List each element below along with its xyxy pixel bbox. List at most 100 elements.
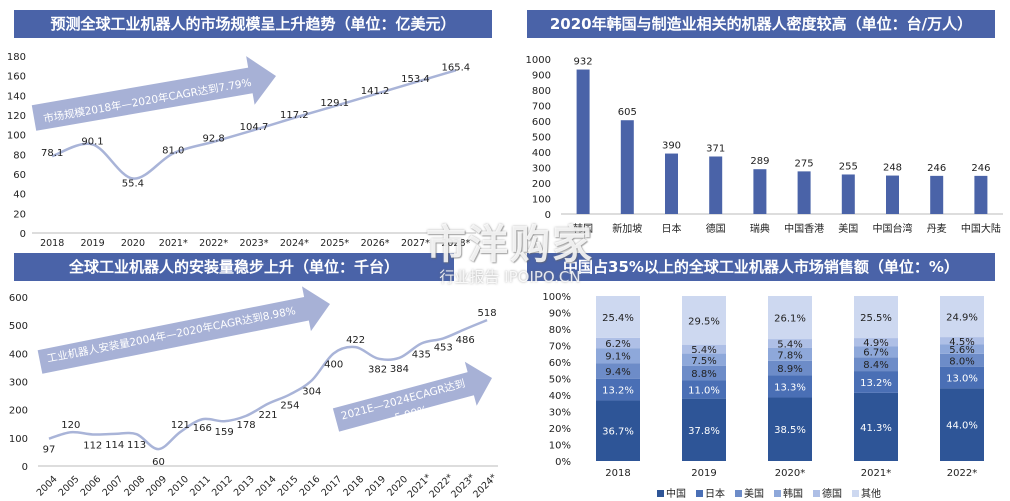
data-label: 114 — [105, 440, 124, 451]
stack-segment — [768, 375, 812, 398]
data-label: 371 — [706, 143, 725, 154]
x-tick-label: 韩国 — [573, 222, 593, 235]
data-label: 7.5% — [691, 356, 716, 367]
legend-label: 日本 — [705, 487, 725, 500]
x-tick-label: 2024* — [471, 472, 499, 500]
legend-swatch — [657, 490, 664, 497]
data-label: 932 — [574, 57, 593, 68]
stack-segment — [682, 380, 726, 399]
installations-title: 全球工业机器人的安装量稳步上升（单位：千台） — [14, 253, 454, 281]
y-tick-label: 100 — [7, 131, 26, 142]
x-tick-label: 2014 — [254, 474, 279, 499]
growth-arrow-forecast — [332, 361, 492, 432]
data-label: 117.2 — [280, 110, 309, 121]
sales-share-title: 中国占35%以上的全球工业机器人市场销售额（单位：%） — [527, 253, 995, 281]
robot-density-chart: 0 100 200 300 400 500 600 700 800 900 1000 932 韩国 605… — [526, 55, 1003, 235]
density-bar — [753, 169, 767, 214]
data-label: 165.4 — [441, 62, 470, 73]
y-tick-label: 200 — [9, 406, 28, 417]
y-tick-label: 500 — [532, 133, 551, 144]
data-label: 104.7 — [240, 122, 269, 133]
x-tick-label: 美国 — [838, 222, 858, 235]
stack-segment — [768, 397, 812, 461]
data-label: 7.8% — [777, 350, 802, 361]
density-bar — [886, 175, 899, 214]
data-label: 92.8 — [203, 134, 225, 145]
data-label: 166 — [193, 423, 212, 434]
x-tick-label: 瑞典 — [750, 222, 770, 235]
stack-segment — [854, 338, 898, 347]
market-size-panel: 预测全球工业机器人的市场规模呈上升趋势（单位：亿美元） 0 20 40 60 80 100… — [0, 0, 500, 250]
data-label: 37.8% — [688, 426, 720, 437]
y-tick-label: 600 — [532, 117, 551, 128]
legend-swatch — [696, 490, 703, 497]
legend-label: 其他 — [861, 487, 881, 500]
stack-segment — [596, 378, 640, 401]
data-label: 11.0% — [688, 386, 720, 397]
data-label: 246 — [971, 163, 990, 174]
data-label: 248 — [883, 163, 902, 174]
data-label: 41.3% — [860, 423, 892, 434]
stack-segment — [854, 371, 898, 393]
x-tick-label: 2028* — [441, 238, 470, 249]
data-label: 13.0% — [946, 374, 978, 385]
y-tick-label: 1000 — [526, 55, 551, 66]
density-bar — [576, 69, 590, 214]
stack-segment — [768, 296, 812, 340]
stack-segment — [940, 344, 984, 354]
x-tick-label: 2025* — [320, 238, 349, 249]
data-label: 55.4 — [122, 179, 144, 190]
data-label: 81.0 — [162, 145, 184, 156]
x-tick-label: 2010 — [166, 474, 191, 499]
y-tick-label: 300 — [532, 164, 551, 175]
data-label: 120 — [61, 420, 80, 431]
data-label: 97 — [43, 445, 56, 456]
y-tick-label: 0% — [555, 457, 571, 468]
density-bar — [841, 174, 855, 214]
stack-segment — [596, 337, 640, 349]
x-tick-label: 日本 — [662, 222, 682, 235]
y-tick-label: 60 — [13, 170, 26, 181]
y-tick-label: 60% — [549, 358, 571, 369]
stack-segment — [768, 347, 812, 361]
stack-segment — [940, 388, 984, 461]
stack-segment — [768, 360, 812, 376]
data-label: 29.5% — [688, 316, 720, 327]
data-label: 4.9% — [863, 338, 888, 349]
data-label: 9.4% — [605, 367, 630, 378]
x-tick-label: 中国大陆 — [961, 222, 1001, 235]
stack-segment — [596, 363, 640, 379]
data-label: 78.1 — [41, 148, 63, 159]
installations-line — [48, 318, 488, 451]
data-label: 5.6% — [949, 345, 974, 356]
y-tick-label: 0 — [545, 210, 551, 221]
stack-segment — [854, 346, 898, 358]
stack-segment — [596, 400, 640, 461]
x-tick-label: 2018 — [341, 474, 366, 499]
data-label: 9.1% — [605, 352, 630, 363]
data-label: 24.9% — [946, 313, 978, 324]
density-bar — [930, 175, 944, 214]
stack-segment — [682, 344, 726, 354]
x-tick-label: 2027* — [401, 238, 430, 249]
x-tick-label: 2022* — [199, 238, 228, 249]
x-tick-label: 2006 — [79, 474, 104, 499]
sales-share-chart: 0% 10% 20% 30% 40% 50% 60% 70% 80% 90% 100% 36.7% 13… — [542, 292, 984, 500]
y-tick-label: 40% — [549, 391, 571, 402]
data-label: 13.3% — [774, 383, 806, 394]
x-tick-label: 2026* — [361, 238, 390, 249]
data-label: 5.4% — [777, 340, 802, 351]
x-tick-label: 2007 — [100, 474, 125, 499]
data-label: 435 — [412, 349, 431, 360]
stack-segment — [854, 357, 898, 372]
y-tick-label: 40 — [13, 190, 26, 201]
stack-segment — [854, 296, 898, 339]
data-label: 8.8% — [691, 369, 716, 380]
x-tick-label: 2011 — [188, 474, 213, 499]
legend-swatch — [735, 490, 742, 497]
legend-swatch — [774, 490, 781, 497]
cagr-annotation-historical: 工业机器人安装量2004年—2020年CAGR达到8.98% — [46, 304, 297, 365]
y-tick-label: 80 — [13, 150, 26, 161]
data-label: 255 — [839, 161, 858, 172]
stack-segment — [682, 296, 726, 345]
